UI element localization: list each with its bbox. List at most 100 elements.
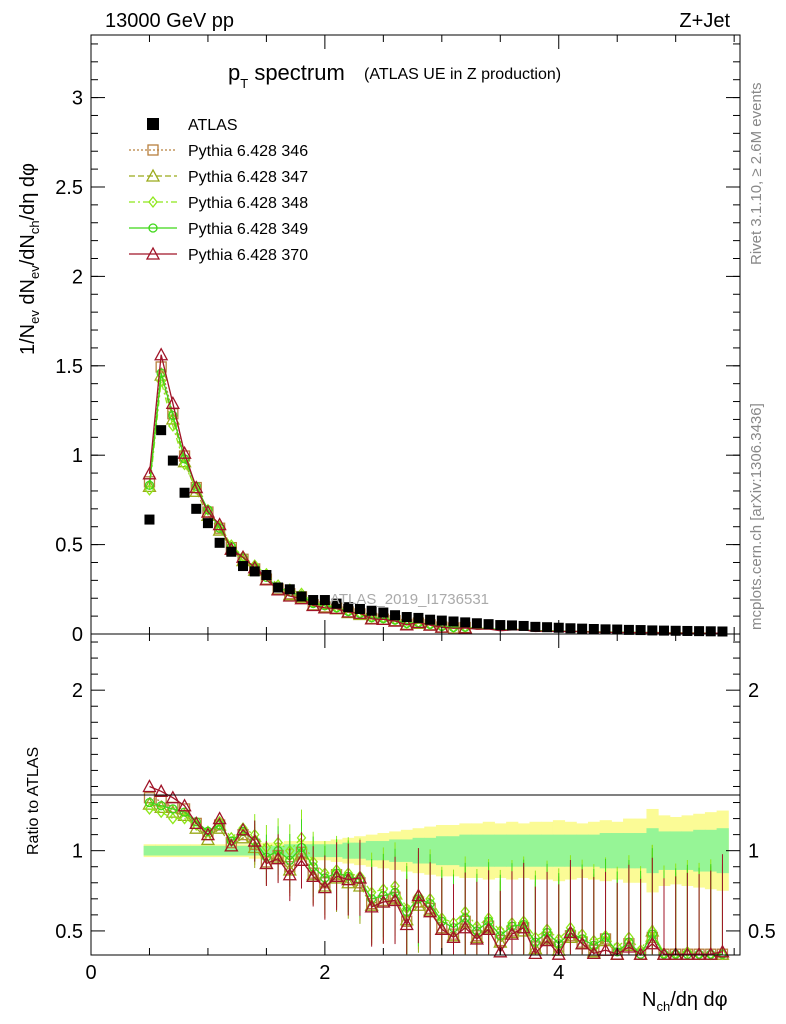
series-point-ratio — [633, 946, 648, 960]
ratio-band-green — [552, 834, 566, 867]
legend-label: ATLAS — [188, 117, 238, 134]
ratio-band-green — [178, 845, 191, 856]
series-point-main — [376, 612, 391, 626]
mcplots-label: mcplots.cern.ch [arXiv:1306.3436] — [748, 403, 765, 630]
ratio-band-green — [564, 834, 577, 867]
y-axis-label-main: 1/Nev dNev/dNch/dη dφ — [17, 163, 42, 355]
series-point-main — [165, 395, 180, 409]
series-point-main — [200, 504, 216, 518]
series-point-main — [203, 503, 213, 516]
series-point-ratio — [189, 820, 204, 834]
atlas-point — [238, 561, 249, 572]
legend-entry: Pythia 6.428 348 — [129, 195, 308, 212]
ratio-band-green — [400, 839, 414, 862]
ratio-band-green — [237, 845, 250, 856]
legend-entry: Pythia 6.428 370 — [129, 246, 308, 264]
tick-label-main-y: 2.5 — [55, 177, 83, 199]
series-point-main — [154, 347, 169, 361]
series-point-ratio — [144, 797, 155, 808]
legend-entry: ATLAS — [147, 117, 238, 134]
series-point-ratio — [539, 933, 555, 947]
ratio-band-green — [435, 836, 449, 866]
ratio-band-green — [693, 829, 706, 872]
legend-label: Pythia 6.428 349 — [188, 221, 308, 238]
series-point-main — [142, 479, 157, 493]
series-point-ratio — [376, 894, 391, 908]
legend: ATLAS Pythia 6.428 346 Pythia 6.428 347 Pyt… — [129, 117, 308, 264]
series-point-ratio — [259, 856, 274, 870]
tick-label-x: 2 — [319, 962, 330, 984]
series-point-ratio — [563, 925, 578, 939]
atlas-point — [308, 595, 319, 606]
series-point-ratio — [156, 806, 166, 819]
ratio-band-green — [155, 845, 168, 856]
beam-label: 13000 GeV pp — [105, 10, 234, 32]
ratio-band-green — [623, 833, 636, 869]
series-point-ratio — [387, 893, 403, 907]
ratio-band-green — [190, 845, 203, 856]
series-point-main — [155, 361, 167, 373]
atlas-point — [167, 455, 178, 466]
y-axis-label-ratio: Ratio to ATLAS — [25, 747, 42, 855]
uncertainty-bands — [143, 808, 729, 893]
atlas-point — [448, 616, 459, 627]
tick-label-x: 4 — [553, 962, 564, 984]
series-point-ratio — [200, 832, 216, 846]
series-point-ratio — [364, 899, 379, 913]
series-point-ratio — [668, 946, 683, 960]
series-point-ratio — [238, 822, 248, 835]
ratio-band-green — [541, 834, 554, 867]
tick-label-main-y: 0 — [72, 624, 83, 646]
plot-title-sub: T — [240, 76, 248, 91]
atlas-point — [226, 546, 237, 557]
legend-label: Pythia 6.428 346 — [188, 143, 308, 160]
atlas-point — [249, 566, 260, 577]
legend-label: Pythia 6.428 347 — [188, 169, 308, 186]
series-point-ratio — [317, 880, 332, 894]
series-point-ratio — [504, 926, 520, 940]
tick-label-ratio-y-right: 1 — [748, 841, 759, 863]
atlas-point — [658, 625, 669, 636]
atlas-point — [717, 626, 728, 637]
series-ratio-p370 — [142, 779, 730, 960]
series-point-main — [177, 445, 192, 459]
series-line-ratio — [149, 808, 723, 955]
atlas-point — [202, 518, 213, 529]
atlas-point — [378, 607, 389, 618]
plot-title: pT spectrum — [228, 60, 345, 91]
atlas-point — [156, 425, 167, 436]
series-point-main — [168, 410, 178, 421]
series-point-ratio — [352, 870, 368, 884]
atlas-point — [542, 622, 553, 633]
atlas-point — [647, 625, 658, 636]
series-point-ratio — [168, 804, 178, 814]
series-point-main — [212, 517, 227, 531]
tick-label-main-y: 2 — [72, 266, 83, 288]
series-point-ratio — [411, 888, 426, 902]
atlas-point — [518, 620, 529, 631]
legend-entry: Pythia 6.428 346 — [129, 143, 308, 160]
ratio-band-green — [704, 829, 718, 872]
plot-title-rest: spectrum — [248, 60, 345, 85]
series-point-ratio — [399, 917, 414, 931]
series-point-ratio — [235, 830, 251, 844]
ratio-band-green — [587, 834, 601, 867]
atlas-point — [577, 623, 588, 634]
series-point-ratio — [168, 812, 178, 825]
series-point-ratio — [200, 827, 216, 841]
legend-marker — [147, 144, 159, 156]
series-point-ratio — [224, 838, 239, 852]
ratio-band-green — [202, 845, 215, 856]
legend-label: Pythia 6.428 348 — [188, 195, 308, 212]
series-point-ratio — [177, 798, 192, 812]
plot-title-paren: (ATLAS UE in Z production) — [364, 66, 561, 83]
ratio-band-green — [658, 831, 671, 870]
series-point-ratio — [621, 939, 637, 953]
series-point-ratio — [154, 783, 169, 797]
atlas-point — [565, 623, 576, 634]
ratio-band-green — [365, 841, 378, 861]
tick-label-ratio-y: 2 — [72, 680, 83, 702]
legend-marker-atlas — [147, 118, 159, 130]
series-point-ratio — [212, 811, 227, 825]
